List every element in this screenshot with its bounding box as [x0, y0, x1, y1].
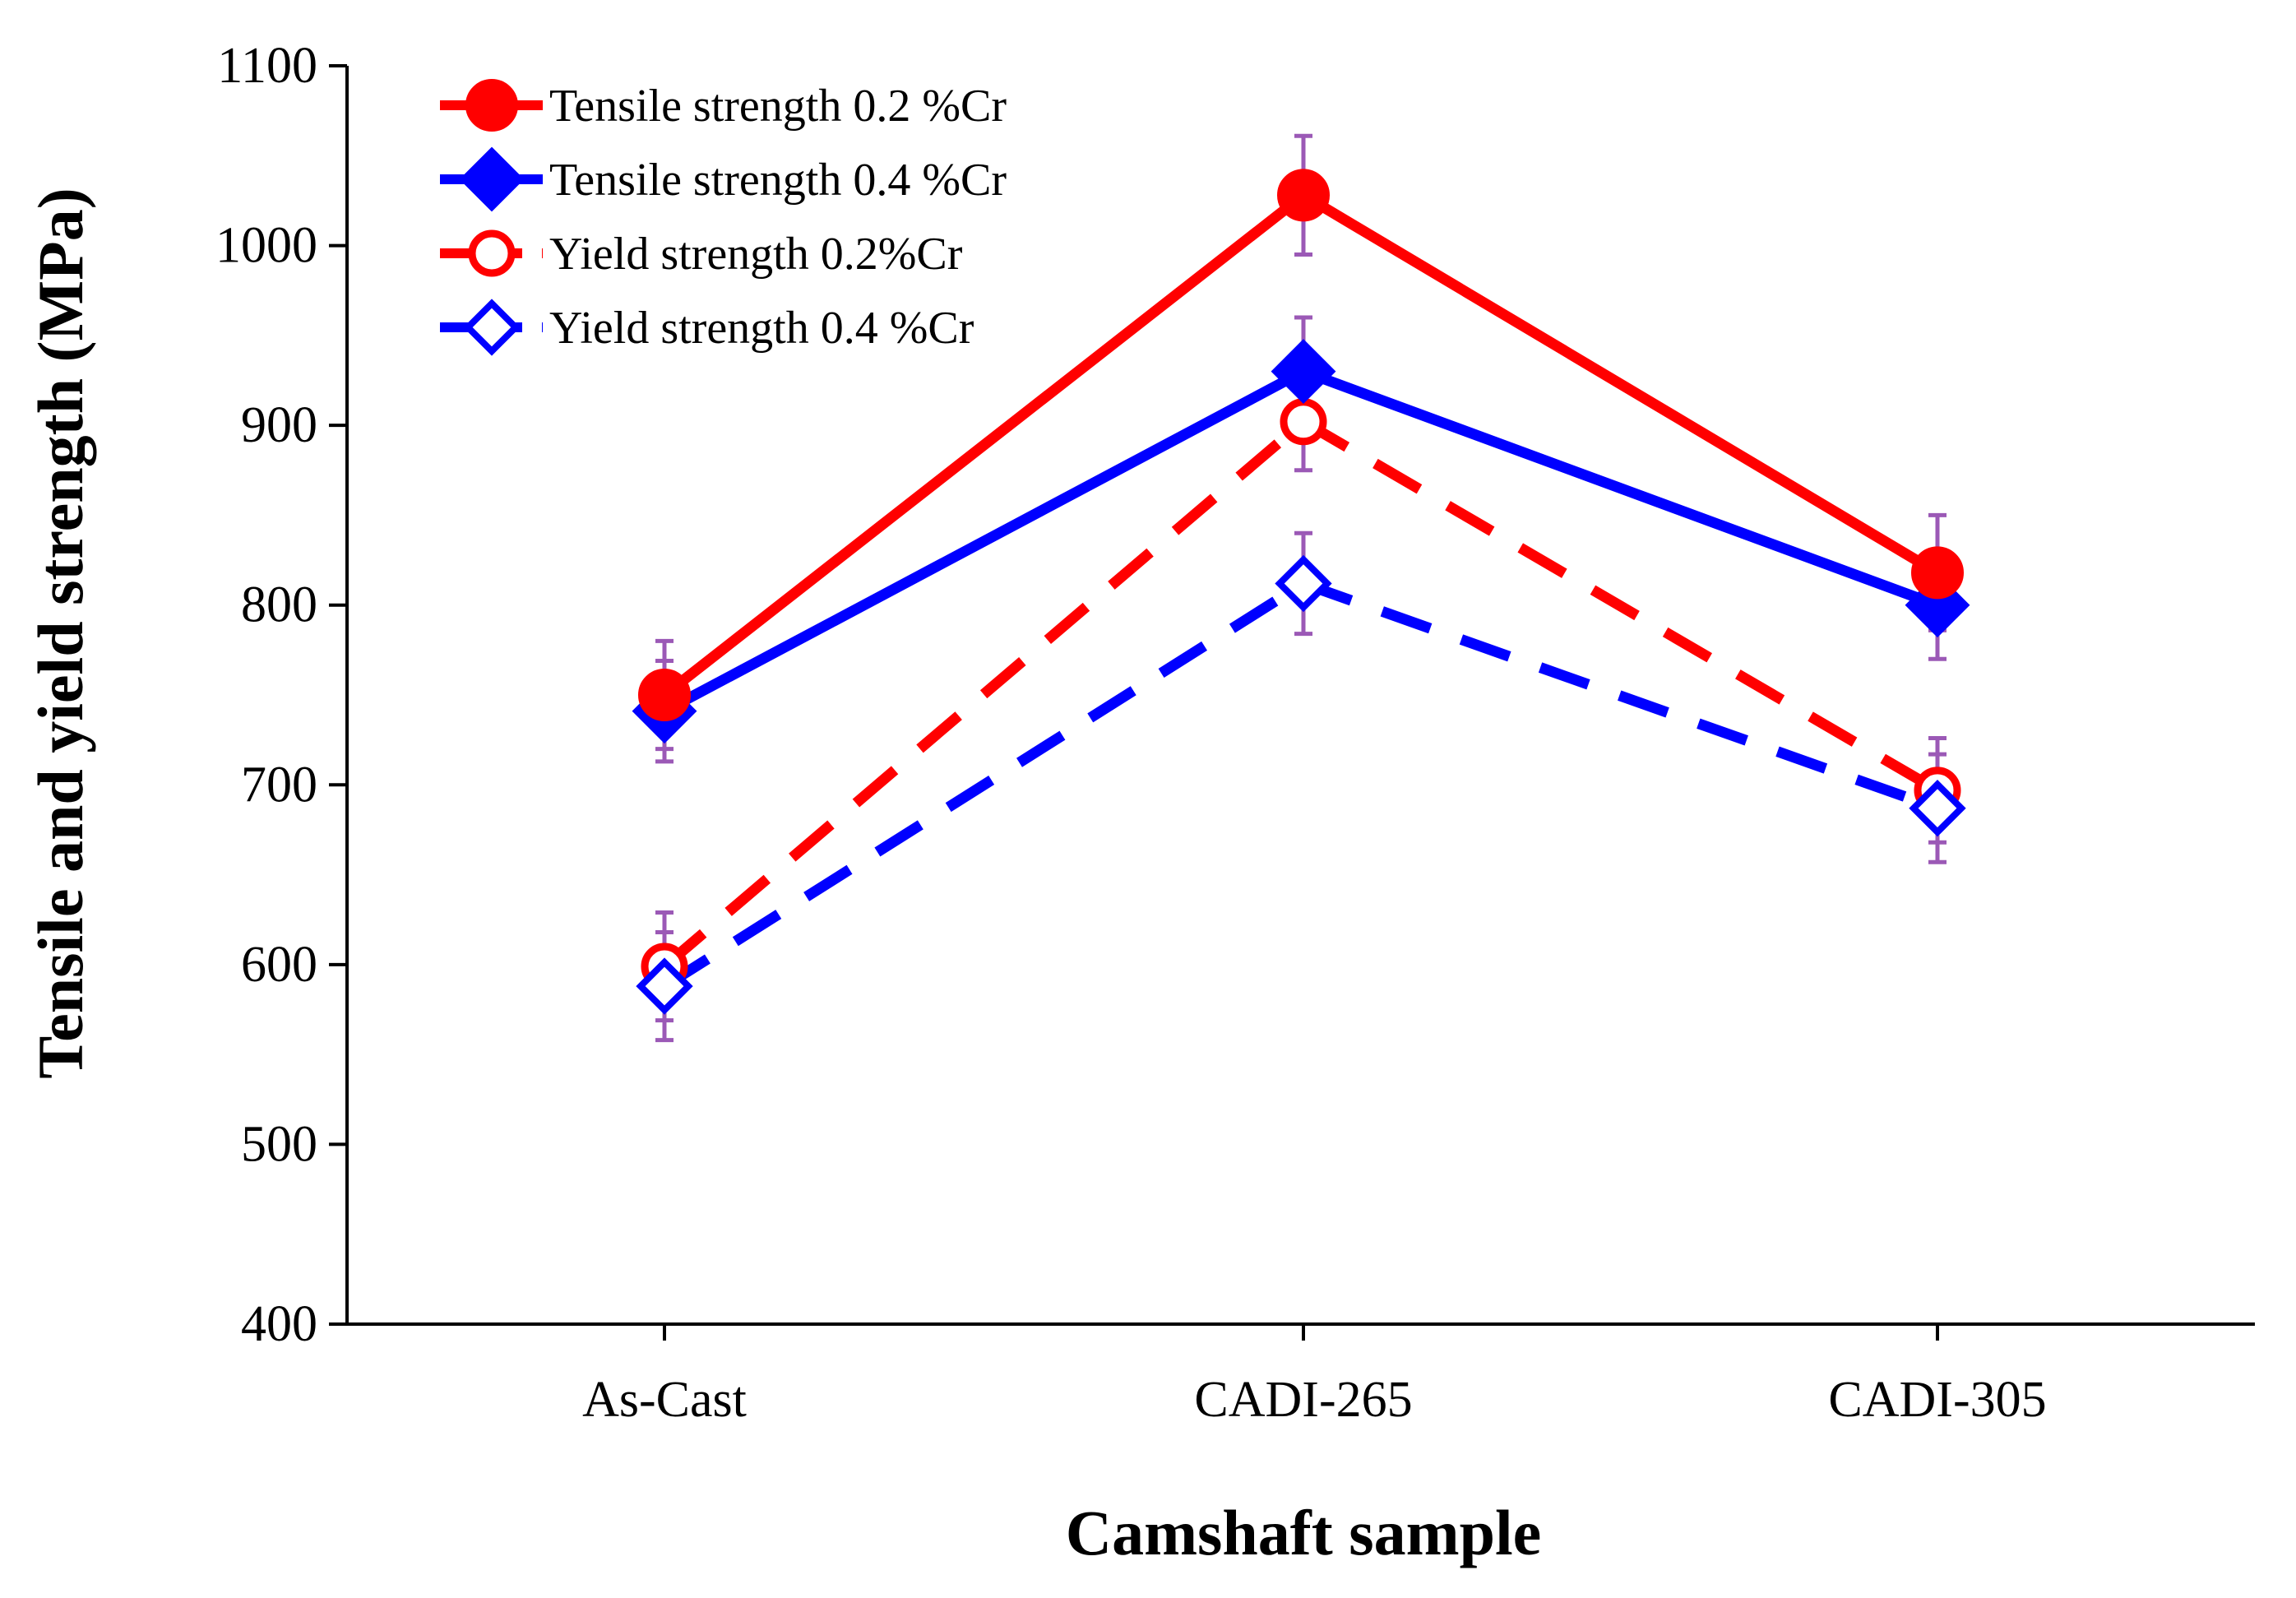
- legend-label: Yield strength 0.2%Cr: [549, 229, 963, 280]
- data-point: [1909, 780, 1966, 837]
- data-point: [1275, 554, 1332, 613]
- data-point: [1911, 546, 1964, 600]
- y-tick-label: 700: [241, 757, 317, 813]
- y-tick-label: 1100: [217, 38, 317, 94]
- legend-marker: [459, 146, 525, 212]
- legend-label: Tensile strength 0.4 %Cr: [549, 155, 1007, 206]
- x-tick-label: CADI-305: [1828, 1372, 2046, 1428]
- legend-marker: [465, 79, 518, 132]
- x-tick-label: As-Cast: [582, 1372, 747, 1428]
- legend: Tensile strength 0.2 %Cr Tensile strength…: [440, 79, 1007, 356]
- data-point: [1277, 169, 1330, 222]
- y-axis-title: Tensile and yield strength (MPa): [25, 188, 96, 1078]
- data-point: [638, 669, 691, 721]
- x-axis-title: Camshaft sample: [1066, 1497, 1542, 1568]
- y-tick-label: 900: [241, 397, 317, 453]
- y-tick-label: 1000: [215, 218, 317, 274]
- legend-marker: [468, 229, 516, 277]
- data-point: [636, 957, 693, 1015]
- data-markers: [632, 169, 1970, 1015]
- legend-label: Tensile strength 0.2 %Cr: [549, 81, 1007, 132]
- legend-marker: [463, 299, 521, 356]
- x-tick-label: CADI-265: [1194, 1372, 1412, 1428]
- series-line: [660, 416, 1941, 970]
- axes: 400 500 600 700 800 900 1000 1100 As-Cast CADI-26…: [215, 38, 2255, 1428]
- y-tick-label: 800: [241, 577, 317, 633]
- series-line: [661, 577, 1940, 991]
- y-tick-label: 400: [241, 1296, 317, 1352]
- legend-label: Yield strength 0.4 %Cr: [549, 303, 974, 354]
- data-point: [1280, 398, 1327, 446]
- y-tick-label: 600: [241, 937, 317, 993]
- y-tick-label: 500: [241, 1116, 317, 1172]
- data-point: [1271, 339, 1336, 404]
